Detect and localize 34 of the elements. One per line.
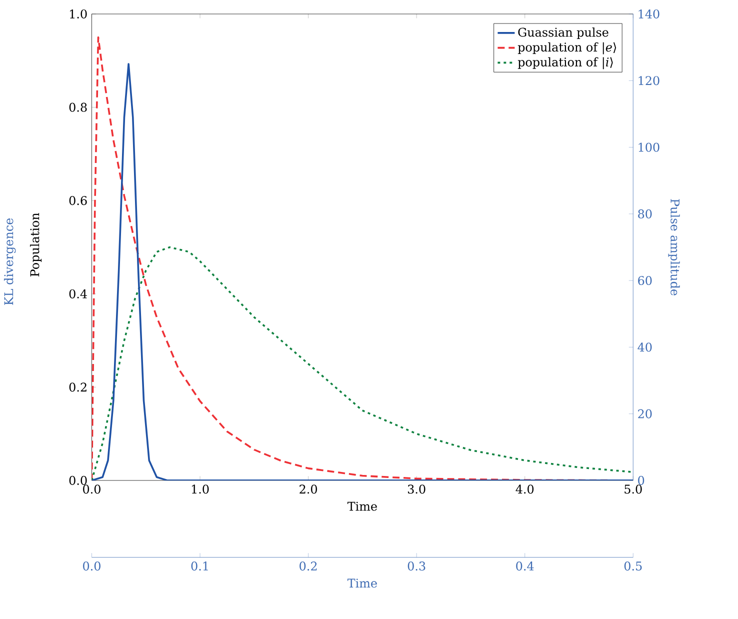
- x-tick-label: 2.0: [300, 484, 317, 494]
- x2-tick-label: 0.4: [516, 561, 534, 570]
- legend-label: Guassian pulse: [518, 27, 608, 39]
- y-tick-label: 0.0: [69, 476, 87, 485]
- x2-tick-label: 0.1: [191, 561, 208, 570]
- x-tick-label: 1.0: [192, 484, 209, 494]
- y2-tick-label: 0: [638, 476, 644, 485]
- y2-tick-label: 60: [638, 276, 652, 285]
- y-tick-label: 0.4: [69, 289, 87, 298]
- y-tick-label: 0.8: [69, 102, 87, 112]
- x2-tick-label: 0.2: [300, 561, 317, 570]
- y2-tick-label: 100: [638, 142, 660, 152]
- x2-tick-label: 0.3: [408, 561, 426, 570]
- x-tick-label: 5.0: [624, 484, 642, 494]
- y-tick-label: 0.6: [69, 196, 87, 205]
- y2-axis-title: Pulse amplitude: [668, 198, 680, 296]
- y2-tick-label: 120: [638, 76, 660, 85]
- x2-axis-title: Time: [347, 578, 377, 588]
- x2-tick-label: 0.0: [83, 561, 100, 570]
- x-tick-label: 0.0: [83, 484, 100, 494]
- y-tick-label: 1.0: [70, 9, 87, 18]
- y2-tick-label: 40: [638, 342, 652, 352]
- x-tick-label: 3.0: [408, 484, 426, 494]
- legend-label: population of |i⟩: [518, 57, 613, 70]
- y2-tick-label: 140: [638, 9, 660, 18]
- y-axis-title: Population: [30, 212, 42, 276]
- y-tick-label: 0.2: [69, 382, 86, 392]
- text: KL divergence: [4, 218, 16, 305]
- y2-tick-label: 20: [638, 409, 652, 418]
- x-tick-label: 4.0: [516, 484, 534, 494]
- legend-label: population of |e⟩: [518, 42, 616, 54]
- x2-tick-label: 0.5: [624, 561, 642, 570]
- x-axis-title: Time: [347, 502, 377, 511]
- y2-tick-label: 80: [638, 209, 652, 218]
